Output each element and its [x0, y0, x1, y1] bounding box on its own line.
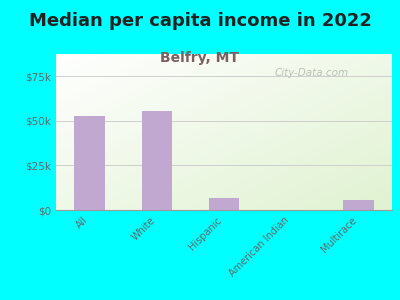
Bar [209, 198, 239, 210]
Bar [343, 200, 374, 210]
Text: Belfry, MT: Belfry, MT [160, 51, 240, 65]
Bar [142, 111, 172, 210]
Text: City-Data.com: City-Data.com [274, 68, 348, 78]
Bar [74, 116, 105, 210]
Text: Median per capita income in 2022: Median per capita income in 2022 [28, 12, 372, 30]
